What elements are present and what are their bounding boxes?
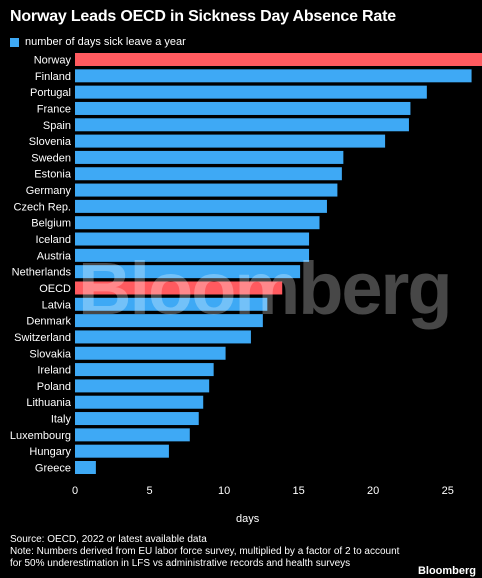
- category-label: Belgium: [31, 218, 71, 230]
- category-label: Lithuania: [26, 397, 72, 409]
- bar-oecd: [75, 281, 283, 295]
- category-label: Estonia: [34, 169, 72, 181]
- bar-latvia: [75, 297, 268, 311]
- category-label: Finland: [35, 71, 71, 83]
- category-label: Latvia: [42, 299, 72, 311]
- bar-lithuania: [75, 395, 204, 409]
- bar-germany: [75, 183, 338, 197]
- category-label: Poland: [37, 381, 71, 393]
- category-label: Czech Rep.: [14, 201, 71, 213]
- category-label: Denmark: [26, 316, 71, 328]
- bar-finland: [75, 69, 472, 83]
- bar-italy: [75, 412, 199, 426]
- bar-norway: [75, 53, 482, 66]
- category-label: Ireland: [37, 365, 71, 377]
- bar-greece: [75, 461, 96, 474]
- category-label: Spain: [43, 120, 71, 132]
- brand-logo: Bloomberg: [417, 565, 476, 577]
- category-label: Sweden: [31, 152, 71, 164]
- bar-luxembourg: [75, 428, 190, 442]
- chart-title: Norway Leads OECD in Sickness Day Absenc…: [10, 8, 396, 25]
- x-tick-label: 25: [442, 485, 454, 497]
- bar-slovakia: [75, 346, 226, 360]
- category-label: Portugal: [30, 87, 71, 99]
- bar-france: [75, 101, 411, 115]
- bar-sweden: [75, 150, 344, 164]
- category-label: Greece: [35, 463, 71, 475]
- bar-portugal: [75, 85, 427, 99]
- bar-slovenia: [75, 134, 386, 148]
- x-axis-label: days: [236, 513, 260, 525]
- category-label: France: [37, 103, 71, 115]
- x-tick-label: 10: [218, 485, 230, 497]
- bar-iceland: [75, 232, 310, 246]
- bar-netherlands: [75, 265, 301, 279]
- category-label: OECD: [39, 283, 71, 295]
- category-label: Hungary: [29, 446, 71, 458]
- category-label: Switzerland: [14, 332, 71, 344]
- chart-footnote: Source: OECD, 2022 or latest available d…: [10, 534, 410, 570]
- category-label: Luxembourg: [10, 430, 71, 442]
- category-label: Netherlands: [12, 267, 72, 279]
- bar-hungary: [75, 444, 169, 458]
- note-text: Note: Numbers derived from EU labor forc…: [10, 546, 400, 569]
- bar-estonia: [75, 167, 342, 181]
- category-label: Slovenia: [29, 136, 72, 148]
- bar-spain: [75, 118, 409, 132]
- category-label: Italy: [51, 414, 72, 426]
- x-tick-label: 5: [146, 485, 152, 497]
- x-tick-label: 15: [293, 485, 305, 497]
- bar-czech-rep: [75, 199, 327, 213]
- category-label: Austria: [37, 250, 72, 262]
- x-tick-label: 0: [72, 485, 78, 497]
- bar-chart: Norway Finland Portugal France Spain Slovenia…: [10, 53, 482, 497]
- bar-austria: [75, 248, 310, 262]
- chart-legend: number of days sick leave a year: [10, 36, 186, 48]
- legend-swatch: [10, 37, 19, 47]
- x-tick-label: 20: [367, 485, 379, 497]
- category-label: Iceland: [36, 234, 71, 246]
- legend-label: number of days sick leave a year: [25, 36, 186, 48]
- bar-switzerland: [75, 330, 251, 344]
- bar-poland: [75, 379, 210, 393]
- bar-ireland: [75, 363, 214, 377]
- source-text: Source: OECD, 2022 or latest available d…: [10, 534, 207, 545]
- category-label: Norway: [34, 55, 72, 67]
- bar-belgium: [75, 216, 320, 230]
- bar-denmark: [75, 314, 263, 328]
- category-label: Slovakia: [29, 348, 71, 360]
- category-label: Germany: [26, 185, 72, 197]
